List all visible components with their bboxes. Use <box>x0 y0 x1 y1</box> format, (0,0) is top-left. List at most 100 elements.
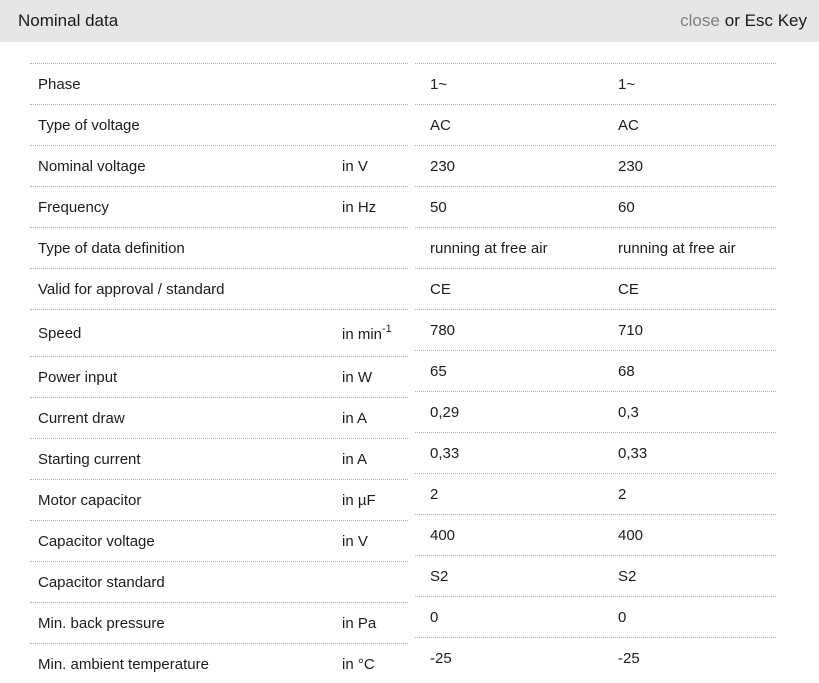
row-unit: in W <box>334 369 408 386</box>
row-value-1: 780 <box>430 321 456 339</box>
row-label: Capacitor voltage <box>38 532 155 550</box>
row-unit: in A <box>334 410 408 427</box>
table-row: 0,33 0,33 <box>415 432 776 473</box>
close-controls: close or Esc Key <box>680 11 807 31</box>
row-label: Min. back pressure <box>38 614 165 632</box>
table-row: Nominal voltage in V <box>30 145 408 186</box>
table-row: 65 68 <box>415 350 776 391</box>
table-row: Type of voltage <box>30 104 408 145</box>
row-value-2: 1~ <box>618 75 636 93</box>
row-label: Speed <box>38 324 82 342</box>
table-row: 0,29 0,3 <box>415 391 776 432</box>
row-value-2: 0,33 <box>618 444 648 462</box>
row-unit: in Pa <box>334 615 408 632</box>
row-unit: in V <box>334 158 408 175</box>
table-row: AC AC <box>415 104 776 145</box>
row-label: Phase <box>38 75 81 93</box>
row-value-2: 0,3 <box>618 403 639 421</box>
row-label: Nominal voltage <box>38 157 146 175</box>
row-unit-text: in Hz <box>342 198 377 216</box>
row-value-1: 230 <box>430 157 456 175</box>
row-unit-text: in min <box>342 325 383 343</box>
row-label: Current draw <box>38 409 125 427</box>
table-row: Power input in W <box>30 356 408 397</box>
nominal-data-table: Phase Type of voltage Nominal voltage in V F… <box>0 42 819 683</box>
row-value-1: CE <box>430 280 451 298</box>
table-row: -25 -25 <box>415 637 776 678</box>
table-row: 50 60 <box>415 186 776 227</box>
row-label: Starting current <box>38 450 141 468</box>
table-row: Phase <box>30 63 408 104</box>
row-value-1: 50 <box>430 198 447 216</box>
close-link[interactable]: close <box>680 11 720 30</box>
table-row: Current draw in A <box>30 397 408 438</box>
row-value-1: 1~ <box>430 75 448 93</box>
row-value-2: 230 <box>618 157 644 175</box>
table-row: S2 S2 <box>415 555 776 596</box>
row-unit-text: in °C <box>342 655 375 673</box>
row-unit-text: in W <box>342 368 372 386</box>
row-label: Type of data definition <box>38 239 185 257</box>
table-row: Motor capacitor in µF <box>30 479 408 520</box>
row-unit: in V <box>334 533 408 550</box>
table-row: Min. back pressure in Pa <box>30 602 408 643</box>
close-hint: or Esc Key <box>724 11 807 30</box>
labels-table: Phase Type of voltage Nominal voltage in V F… <box>30 63 408 683</box>
unit-superscript: -1 <box>382 322 392 335</box>
table-row: 400 400 <box>415 514 776 555</box>
table-row: Capacitor standard <box>30 561 408 602</box>
row-unit: in A <box>334 451 408 468</box>
table-row: 230 230 <box>415 145 776 186</box>
values-table: 1~ 1~ AC AC 230 230 50 60 running at free air run… <box>415 63 776 678</box>
row-value-1: S2 <box>430 567 449 585</box>
row-value-2: CE <box>618 280 639 298</box>
row-value-1: 0,29 <box>430 403 460 421</box>
row-unit: in µF <box>334 492 408 509</box>
table-row: Starting current in A <box>30 438 408 479</box>
row-value-1: 2 <box>430 485 439 503</box>
row-label: Motor capacitor <box>38 491 142 509</box>
table-row: 780 710 <box>415 309 776 350</box>
row-value-2: 68 <box>618 362 635 380</box>
row-unit: in Hz <box>334 199 408 216</box>
row-unit-text: in V <box>342 532 368 550</box>
row-unit: in min-1 <box>334 322 408 343</box>
row-value-1: AC <box>430 116 451 134</box>
row-value-2: 60 <box>618 198 635 216</box>
row-value-2: 0 <box>618 608 627 626</box>
row-value-1: 0 <box>430 608 439 626</box>
table-row: Min. ambient temperature in °C <box>30 643 408 683</box>
table-row: Type of data definition <box>30 227 408 268</box>
table-row: 1~ 1~ <box>415 63 776 104</box>
row-value-1: 0,33 <box>430 444 460 462</box>
dialog-title: Nominal data <box>18 11 119 30</box>
row-value-1: running at free air <box>430 239 548 257</box>
row-value-2: S2 <box>618 567 637 585</box>
row-value-2: AC <box>618 116 639 134</box>
table-row: running at free air running at free air <box>415 227 776 268</box>
row-value-2: 2 <box>618 485 627 503</box>
table-row: Speed in min-1 <box>30 309 408 356</box>
row-value-1: -25 <box>430 649 452 667</box>
table-row: Valid for approval / standard <box>30 268 408 309</box>
table-row: Frequency in Hz <box>30 186 408 227</box>
row-value-1: 400 <box>430 526 456 544</box>
row-value-2: -25 <box>618 649 640 667</box>
row-label: Valid for approval / standard <box>38 280 225 298</box>
row-label: Frequency <box>38 198 109 216</box>
row-unit-text: in V <box>342 157 368 175</box>
row-unit-text: in A <box>342 450 368 468</box>
row-label: Capacitor standard <box>38 573 165 591</box>
row-label: Min. ambient temperature <box>38 655 209 673</box>
row-value-2: 710 <box>618 321 644 339</box>
row-unit-text: in A <box>342 409 368 427</box>
row-value-2: running at free air <box>618 239 736 257</box>
row-unit-text: in µF <box>342 491 376 509</box>
row-unit: in °C <box>334 656 408 673</box>
row-unit-text: in Pa <box>342 614 377 632</box>
row-label: Power input <box>38 368 118 386</box>
row-value-2: 400 <box>618 526 644 544</box>
